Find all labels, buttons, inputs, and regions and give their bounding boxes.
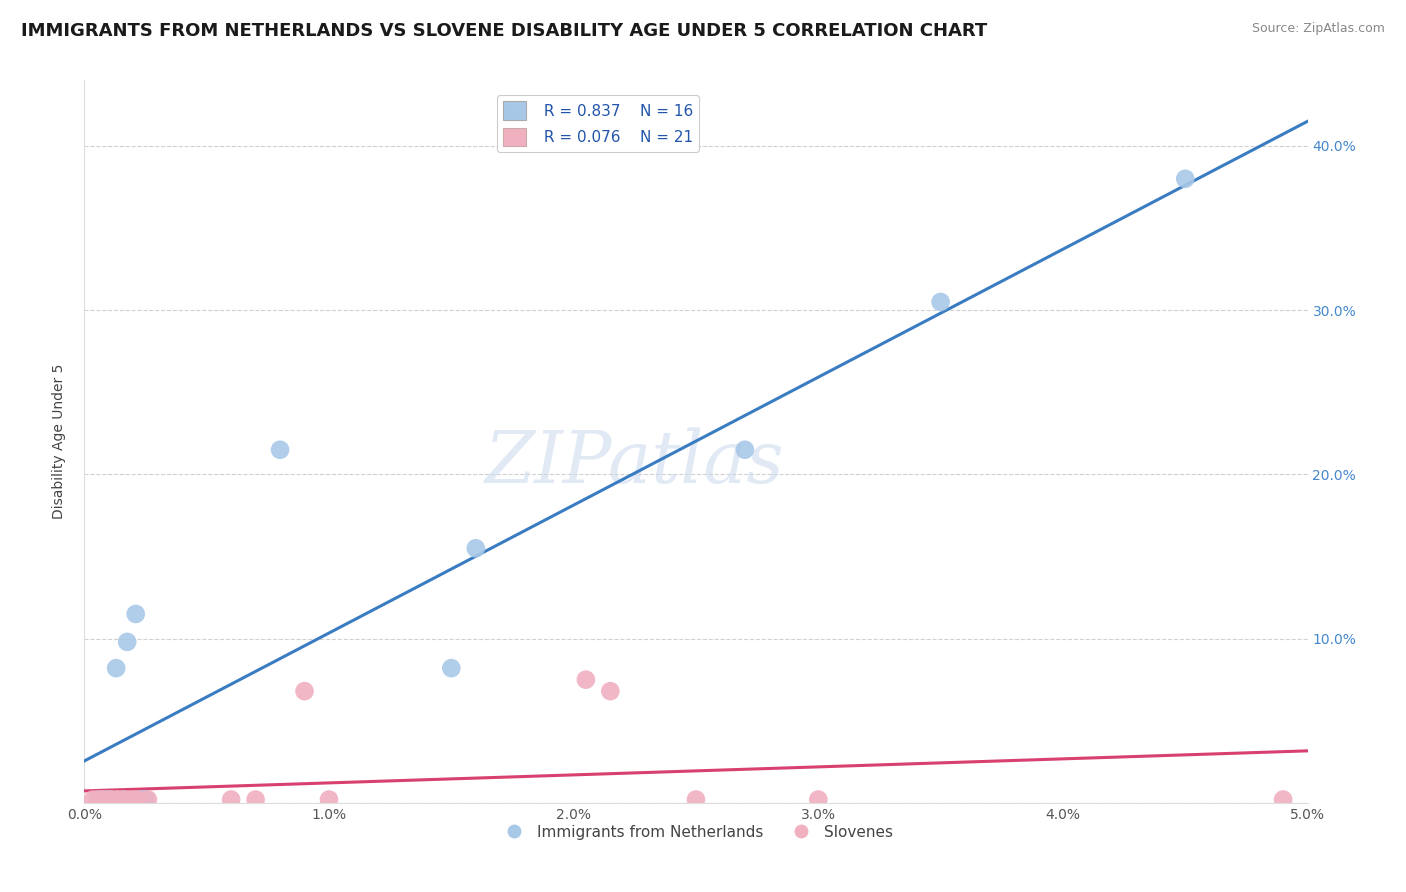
Point [318,792,340,806]
Point [219,792,242,806]
Point [100,792,122,806]
Point [807,792,830,806]
Point [599,684,621,698]
Point [125,607,148,621]
Point [91,792,114,806]
Point [91,792,114,806]
Text: ZIPatlas: ZIPatlas [485,428,785,499]
Point [294,684,316,698]
Point [245,792,267,806]
Point [127,792,149,806]
Point [100,792,122,806]
Point [105,792,128,806]
Point [105,661,128,675]
Legend: Immigrants from Netherlands, Slovenes: Immigrants from Netherlands, Slovenes [492,819,900,846]
Point [136,792,159,806]
Point [122,792,145,806]
Point [112,792,135,806]
Point [115,635,138,649]
Point [87,792,110,806]
Point [117,792,139,806]
Point [440,661,463,675]
Point [1272,792,1295,806]
Point [734,442,756,457]
Point [135,792,157,806]
Y-axis label: Disability Age Under 5: Disability Age Under 5 [52,364,66,519]
Point [82,792,104,806]
Point [685,792,707,806]
Point [96,792,118,806]
Point [464,541,486,556]
Text: Source: ZipAtlas.com: Source: ZipAtlas.com [1251,22,1385,36]
Point [87,792,110,806]
Point [1174,171,1197,186]
Text: IMMIGRANTS FROM NETHERLANDS VS SLOVENE DISABILITY AGE UNDER 5 CORRELATION CHART: IMMIGRANTS FROM NETHERLANDS VS SLOVENE D… [21,22,987,40]
Point [112,792,135,806]
Point [575,673,598,687]
Point [269,442,291,457]
Point [107,792,129,806]
Point [97,792,120,806]
Point [929,295,952,310]
Point [129,792,152,806]
